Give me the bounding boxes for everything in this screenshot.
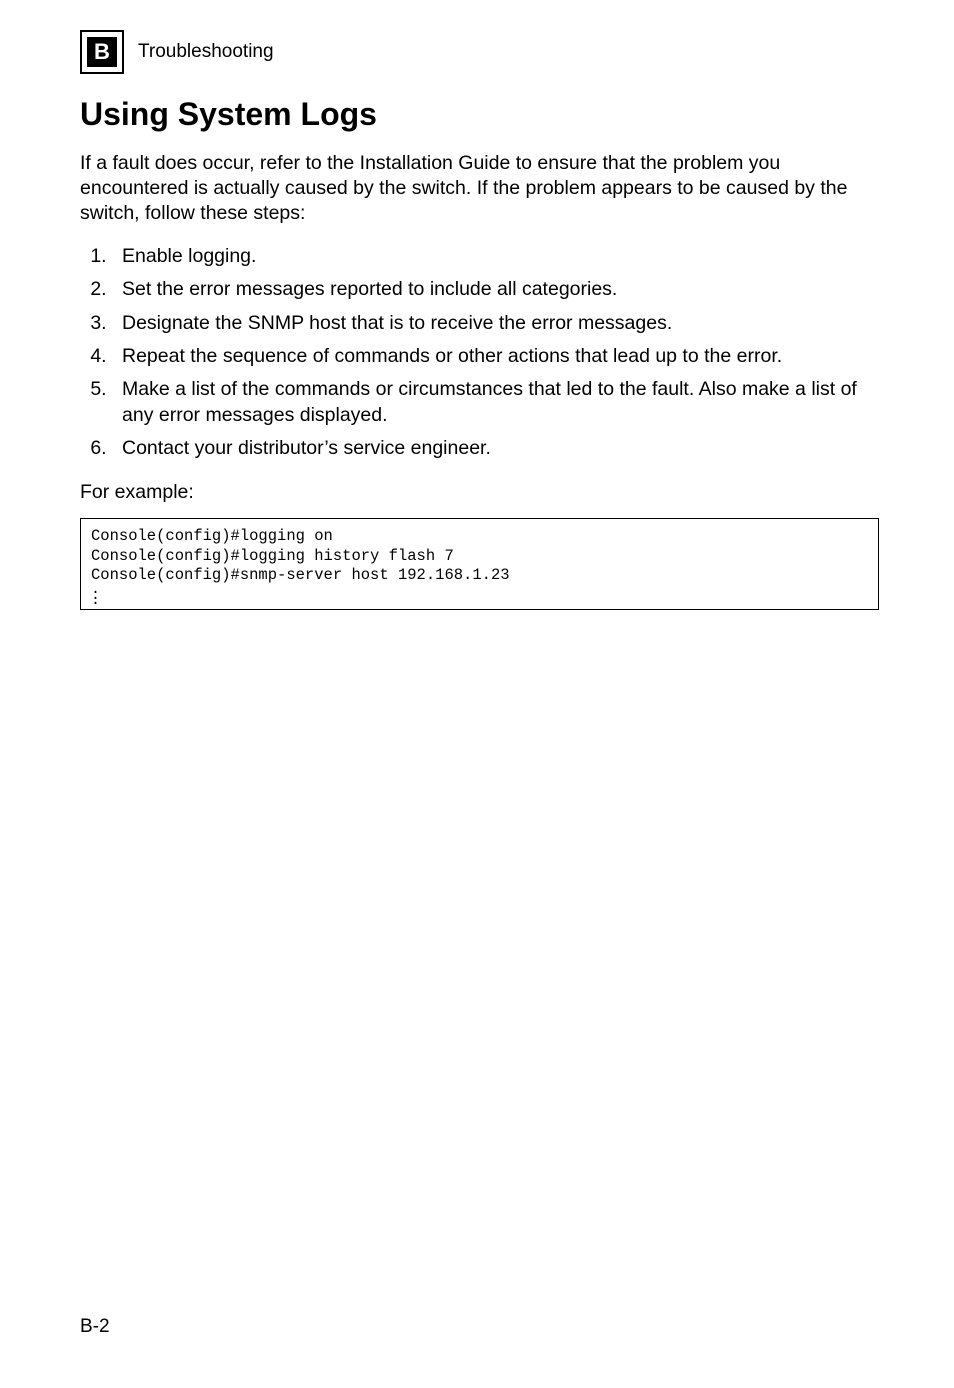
list-item: Enable logging. <box>112 244 879 269</box>
intro-paragraph: If a fault does occur, refer to the Inst… <box>80 151 879 226</box>
list-item: Designate the SNMP host that is to recei… <box>112 311 879 336</box>
list-item: Make a list of the commands or circumsta… <box>112 377 879 428</box>
breadcrumb: Troubleshooting <box>138 41 274 63</box>
list-item: Contact your distributor’s service engin… <box>112 436 879 461</box>
list-item: Set the error messages reported to inclu… <box>112 277 879 302</box>
section-badge: B <box>80 30 124 74</box>
code-line: Console(config)#logging on <box>91 527 333 545</box>
section-badge-letter: B <box>87 37 117 67</box>
example-label: For example: <box>80 481 879 504</box>
code-example-box: Console(config)#logging on Console(confi… <box>80 518 879 610</box>
page-title: Using System Logs <box>80 96 879 133</box>
page-number: B-2 <box>80 1316 110 1338</box>
page-header: B Troubleshooting <box>80 30 879 74</box>
list-item: Repeat the sequence of commands or other… <box>112 344 879 369</box>
code-line: Console(config)#logging history flash 7 <box>91 547 454 565</box>
steps-list: Enable logging. Set the error messages r… <box>80 244 879 461</box>
ellipsis-icon: ... <box>91 585 868 605</box>
code-line: Console(config)#snmp-server host 192.168… <box>91 566 510 584</box>
